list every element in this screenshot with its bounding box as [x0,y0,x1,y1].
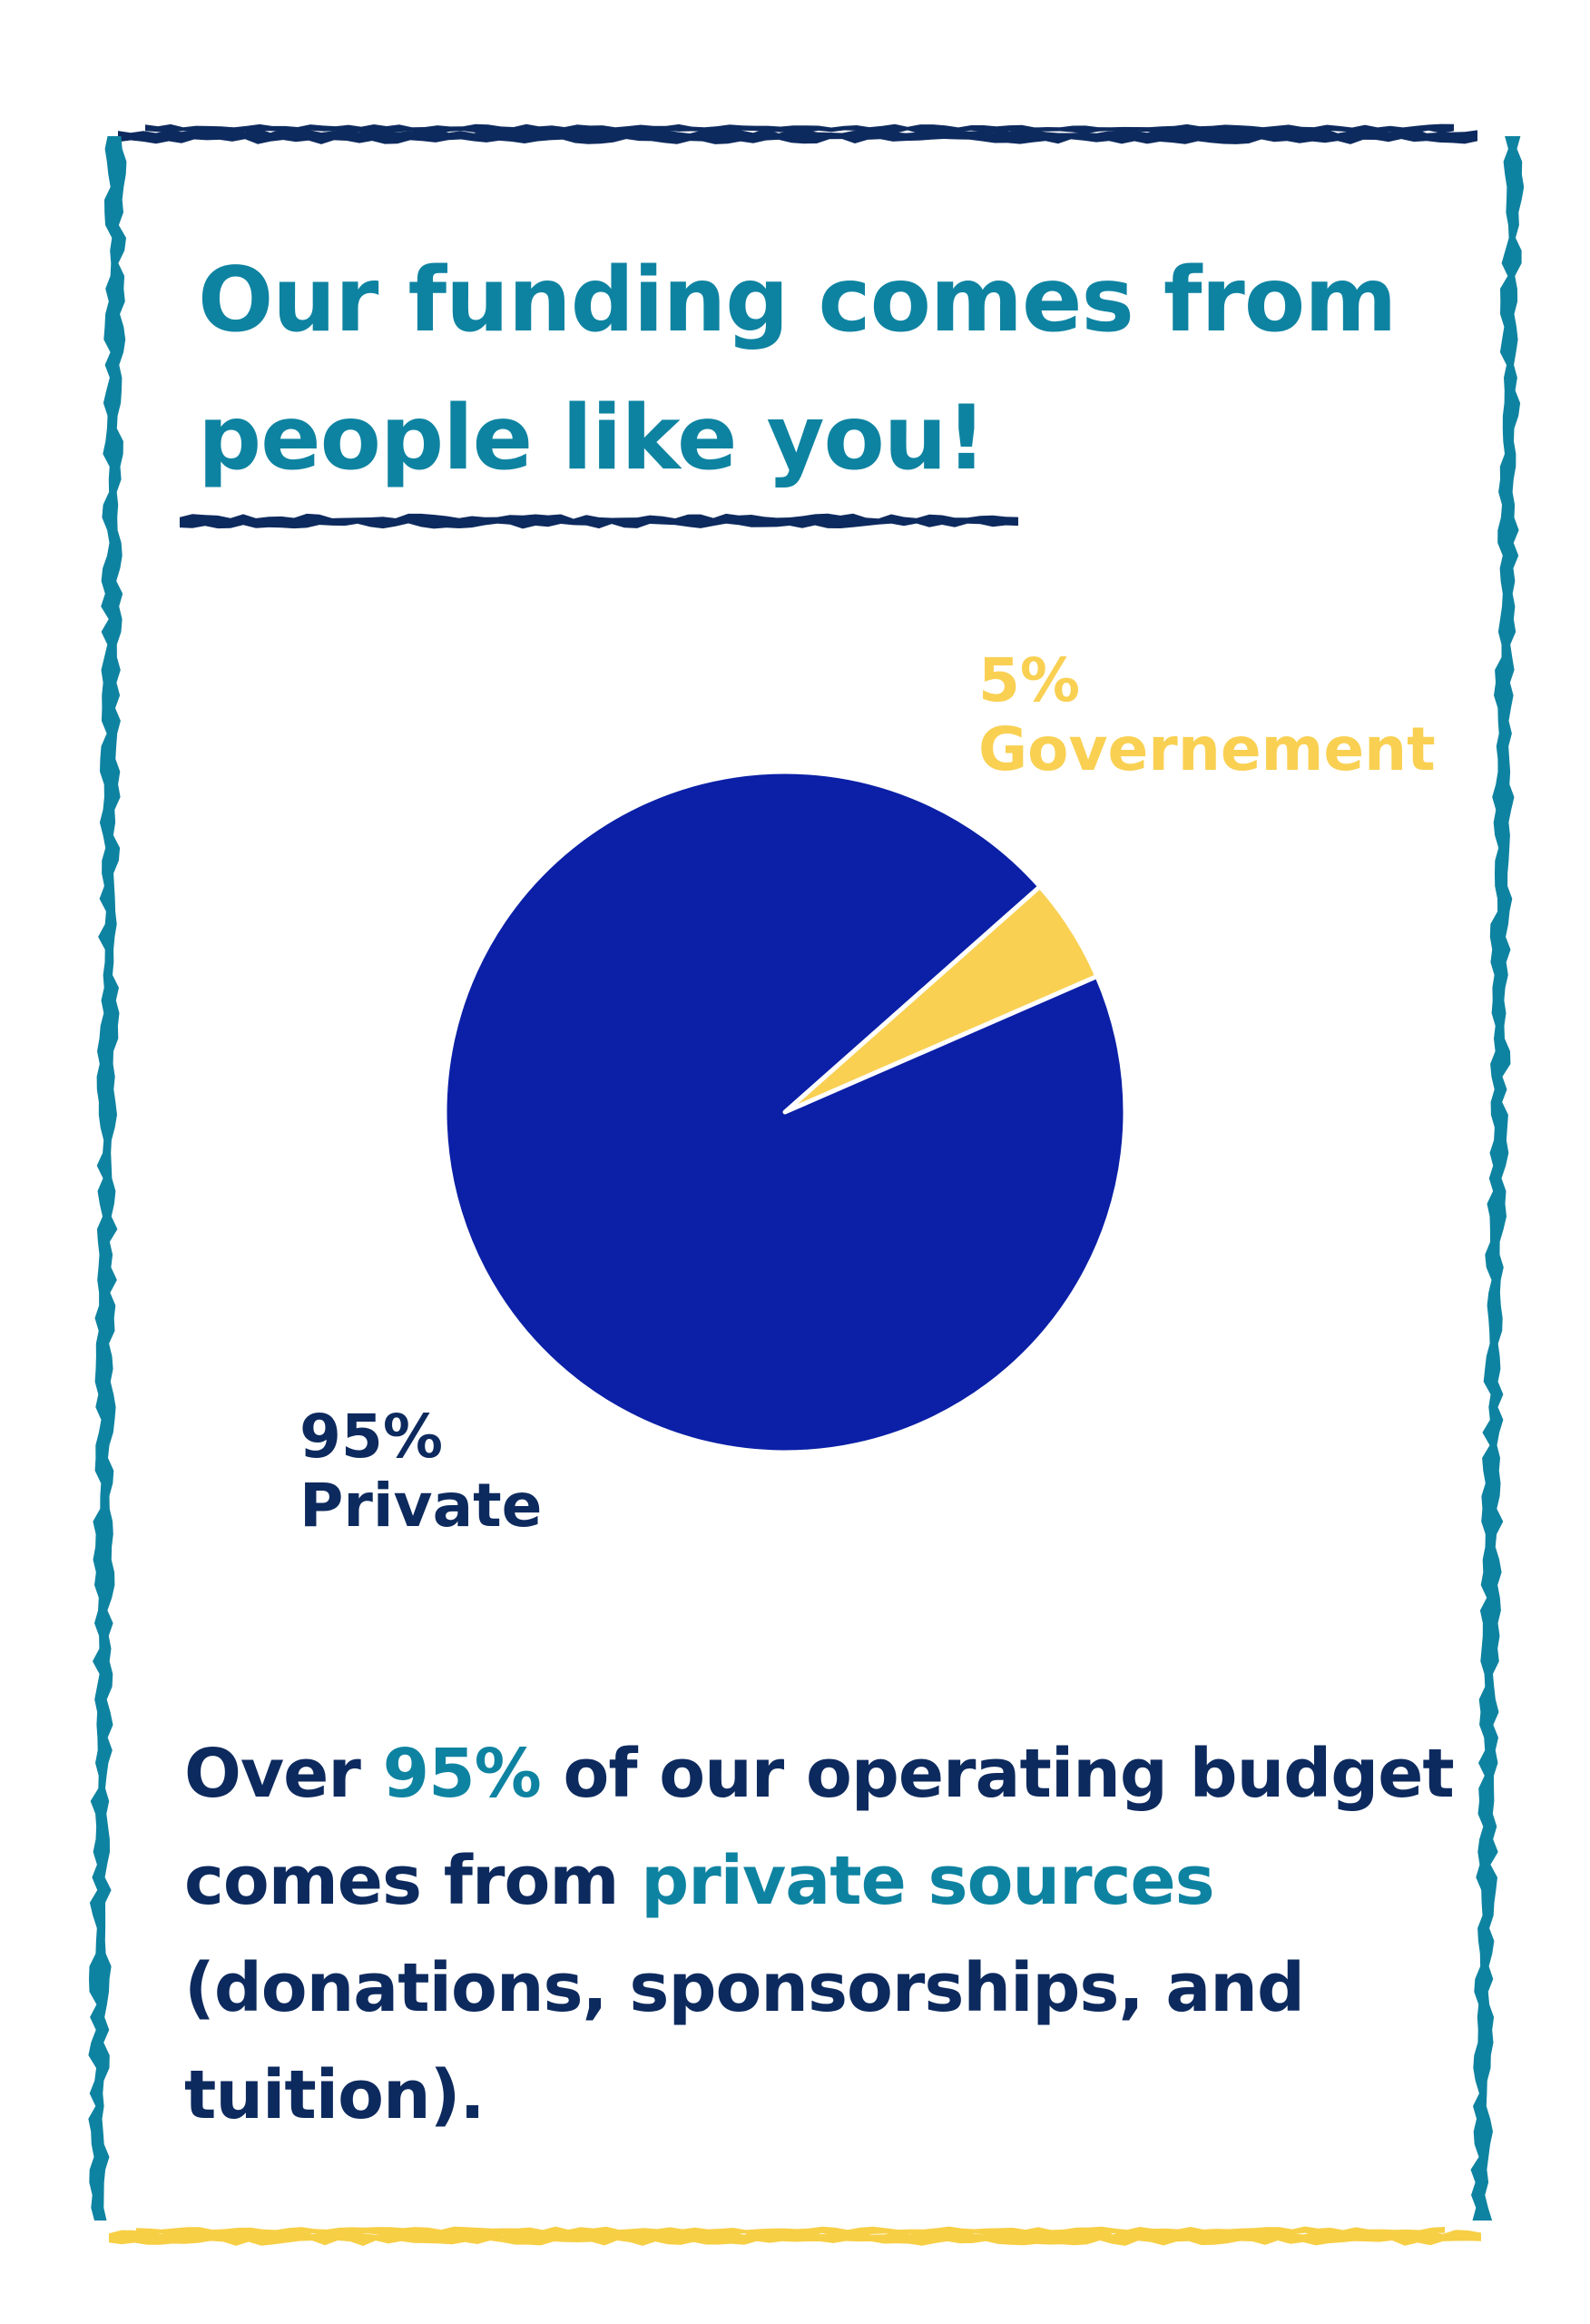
government-percent: 5% [978,645,1081,715]
page-title: Our funding comes from people like you! [198,231,1468,507]
frame-top-stroke [118,123,1477,144]
private-name: Private [299,1471,543,1541]
frame-right-stroke [1470,136,1525,2221]
frame-bottom-brush [136,2226,1445,2237]
government-name: Governement [978,714,1436,784]
description-text: of our operating budget [540,1735,1454,1813]
frame-left-stroke [88,136,127,2221]
frame-top-brush [118,128,1477,144]
government-slice-label: 5% Governement [978,646,1436,784]
funding-pie-chart [442,769,1128,1455]
frame-right-brush [1470,136,1525,2221]
description-highlight-sources: private sources [641,1842,1214,1920]
pie-slice-private [442,769,1128,1455]
title-underline [180,513,1018,529]
description-line-3: (donations, sponsorships, and [184,1949,1305,2027]
private-percent: 95% [299,1402,443,1472]
title-line-1: Our funding comes from [198,249,1397,352]
frame-bottom-stroke [109,2226,1481,2246]
description-line-1: Over 95% of our operating budget [184,1720,1473,1827]
description-line-2: comes from private sources [184,1827,1473,1935]
description-text: comes from [184,1842,642,1920]
frame-top-brush [145,123,1454,134]
title-line-2: people like you! [198,387,986,490]
description-highlight-percent: 95% [382,1735,542,1813]
underline-brush [180,513,1018,529]
funding-description: Over 95% of our operating budget comes f… [184,1720,1473,2149]
private-slice-label: 95% Private [299,1403,542,1541]
frame-left-brush [88,136,127,2221]
description-text: Over [184,1735,383,1813]
description-line-4: tuition). [184,2056,486,2134]
